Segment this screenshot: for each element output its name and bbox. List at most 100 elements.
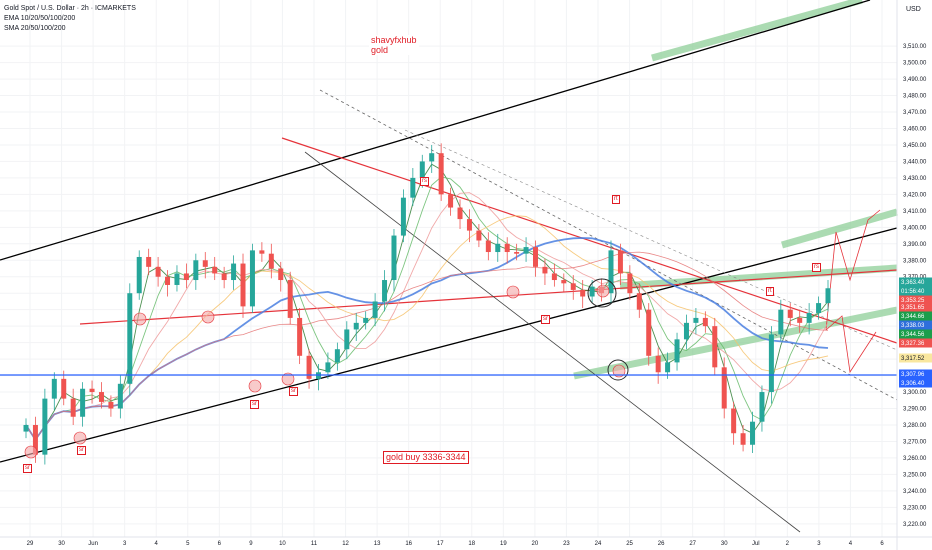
candle-body: [165, 276, 171, 285]
candle-body: [89, 388, 95, 393]
x-tick-label: 27: [689, 541, 696, 547]
candle-body: [363, 317, 369, 323]
price-tag: [899, 353, 932, 363]
candle-body: [297, 317, 303, 356]
pivot-circle: [73, 431, 87, 445]
candle-body: [495, 243, 501, 253]
pivot-circle: [248, 379, 262, 393]
pivot-circles: [24, 278, 629, 459]
candle-body: [561, 280, 567, 284]
price-tags: 3,363.40 01:56:40 3,353.253,351.65 3,344.66…: [899, 277, 932, 388]
candle-body: [636, 293, 642, 310]
price-axis: 3,220.00 3,230.00 3,240.00 3,250.00 3,260.00…: [903, 44, 927, 528]
candle-body: [325, 362, 331, 373]
candle-body: [721, 367, 727, 409]
candle-body: [674, 339, 680, 363]
y-tick-label: 3,290.00: [903, 407, 927, 413]
price-tag: [899, 378, 932, 388]
price-tag: [899, 320, 932, 330]
x-tick-label: 9: [249, 541, 253, 547]
candle-body: [457, 207, 463, 220]
candle-body: [759, 392, 765, 422]
x-tick-label: 12: [342, 541, 349, 547]
y-tick-label: 3,490.00: [903, 77, 927, 83]
candle-body: [627, 273, 633, 294]
rs-label: rs: [420, 177, 429, 186]
pivot-circle: [596, 284, 610, 298]
watermark-sub: gold: [371, 45, 389, 55]
pivot-circle: [506, 285, 520, 299]
watermark: shavyfxhub gold: [369, 35, 419, 55]
candle-body: [410, 177, 416, 198]
sr-label: sr: [77, 446, 86, 455]
x-tick-label: 20: [532, 541, 539, 547]
time-axis: 29 30 Jun 3 4 5 6 9 10 11 12 13 16 17 18 19 20 23 24 25 26 27…: [27, 541, 885, 547]
sr-label: sr: [250, 400, 259, 409]
green-zone: [619, 264, 898, 290]
chart-zones: [573, 0, 898, 380]
candle-body: [438, 153, 444, 195]
channel-bottom-line: [0, 227, 898, 463]
neckline: [79, 269, 898, 325]
candle-body: [70, 398, 76, 417]
y-tick-label: 3,390.00: [903, 242, 927, 248]
projection-path: [825, 315, 877, 374]
x-tick-label: 29: [27, 541, 34, 547]
price-tag-label: 3,327.36: [901, 341, 925, 347]
x-tick-label: 6: [218, 541, 222, 547]
candle-body: [655, 355, 661, 373]
y-tick-label: 3,300.00: [903, 390, 927, 396]
rt-label: rt: [612, 195, 620, 204]
y-tick-label: 3,430.00: [903, 176, 927, 182]
candle-body: [127, 293, 133, 384]
y-tick-label: 3,420.00: [903, 192, 927, 198]
dashed-line: [319, 89, 898, 401]
x-tick-label: 25: [626, 541, 633, 547]
ma-line: [25, 215, 829, 441]
candle-body: [155, 266, 161, 277]
price-tag-label: 3,353.25: [901, 298, 925, 304]
candle-body: [382, 280, 388, 302]
candle-body: [372, 301, 378, 318]
x-tick-label: 16: [405, 541, 412, 547]
rs-label: rs: [812, 263, 821, 272]
candle-body: [42, 398, 48, 455]
price-tag: [899, 338, 932, 348]
candle-body: [353, 322, 359, 330]
candle-body: [797, 317, 803, 323]
candle-body: [712, 326, 718, 368]
ma-line: [25, 176, 829, 441]
price-tag-label: 3,306.40: [901, 381, 925, 387]
y-tick-label: 3,460.00: [903, 126, 927, 132]
candle-body: [448, 194, 454, 208]
candle-body: [306, 355, 312, 379]
green-zone: [651, 0, 863, 62]
sr-label: sr: [289, 387, 298, 396]
candle-body: [589, 286, 595, 297]
y-tick-label: 3,260.00: [903, 456, 927, 462]
price-tag: [899, 277, 932, 287]
price-tag: [899, 286, 932, 296]
descending-line: [304, 151, 801, 533]
candle-body: [693, 317, 699, 323]
candle-body: [249, 250, 255, 307]
y-tick-label: 3,470.00: [903, 110, 927, 116]
y-tick-label: 3,500.00: [903, 61, 927, 67]
candle-body: [768, 334, 774, 393]
y-tick-label: 3,270.00: [903, 439, 927, 445]
y-tick-label: 3,380.00: [903, 258, 927, 264]
candle-body: [429, 153, 435, 162]
y-tick-label: 3,440.00: [903, 159, 927, 165]
x-tick-label: 4: [155, 541, 159, 547]
candle-body: [61, 378, 67, 399]
candle-body: [51, 378, 57, 399]
rt-label: rt: [766, 287, 774, 296]
sma-legend: SMA 20/50/100/200: [4, 25, 66, 32]
green-zone: [573, 306, 898, 380]
candle-body: [146, 256, 152, 267]
candle-body: [514, 252, 520, 254]
channel-top-line: [0, 0, 871, 261]
candle-body: [608, 250, 614, 294]
candle-body: [646, 309, 652, 356]
